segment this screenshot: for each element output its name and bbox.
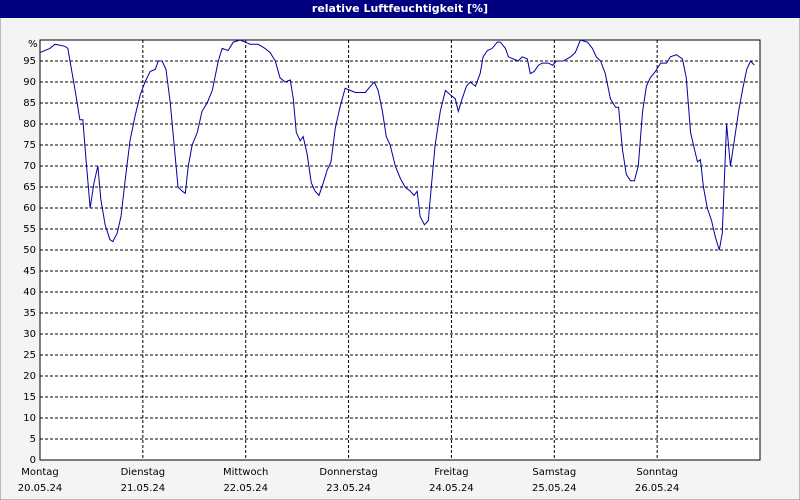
y-tick-label: 25	[23, 350, 36, 361]
x-tick-label: Freitag	[434, 467, 468, 478]
y-tick-label: 70	[23, 161, 36, 172]
x-tick-label: Samstag	[532, 467, 576, 478]
x-tick-date: 22.05.24	[223, 483, 268, 494]
x-tick-date: 20.05.24	[18, 483, 63, 494]
y-tick-label: 75	[23, 140, 36, 151]
y-tick-label: 0	[30, 455, 36, 466]
x-tick-date: 23.05.24	[326, 483, 371, 494]
y-tick-label: 20	[23, 371, 36, 382]
x-tick-label: Donnerstag	[319, 467, 377, 478]
y-tick-label: 35	[23, 308, 36, 319]
x-tick-date: 25.05.24	[532, 483, 577, 494]
y-tick-label: 65	[23, 182, 36, 193]
y-tick-label: 60	[23, 203, 36, 214]
y-tick-label: 80	[23, 119, 36, 130]
y-tick-label: %	[28, 39, 38, 50]
y-tick-label: 90	[23, 77, 36, 88]
x-tick-label: Mittwoch	[223, 467, 268, 478]
title-bar	[0, 0, 800, 18]
y-tick-label: 50	[23, 245, 36, 256]
y-tick-label: 30	[23, 329, 36, 340]
x-tick-date: 21.05.24	[121, 483, 166, 494]
y-tick-label: 40	[23, 287, 36, 298]
data-line	[39, 39, 755, 251]
y-tick-label: 55	[23, 224, 36, 235]
x-tick-date: 26.05.24	[635, 483, 680, 494]
chart-title: relative Luftfeuchtigkeit [%]	[312, 2, 488, 15]
y-tick-label: 45	[23, 266, 36, 277]
x-tick-label: Dienstag	[121, 467, 166, 478]
x-tick-date: 24.05.24	[429, 483, 474, 494]
x-tick-label: Sonntag	[636, 467, 678, 478]
y-tick-label: 95	[23, 56, 36, 67]
x-tick-label: Montag	[21, 467, 58, 478]
y-tick-label: 15	[23, 392, 36, 403]
y-tick-label: 10	[23, 413, 36, 424]
y-tick-label: 85	[23, 98, 36, 109]
y-tick-label: 5	[30, 434, 36, 445]
